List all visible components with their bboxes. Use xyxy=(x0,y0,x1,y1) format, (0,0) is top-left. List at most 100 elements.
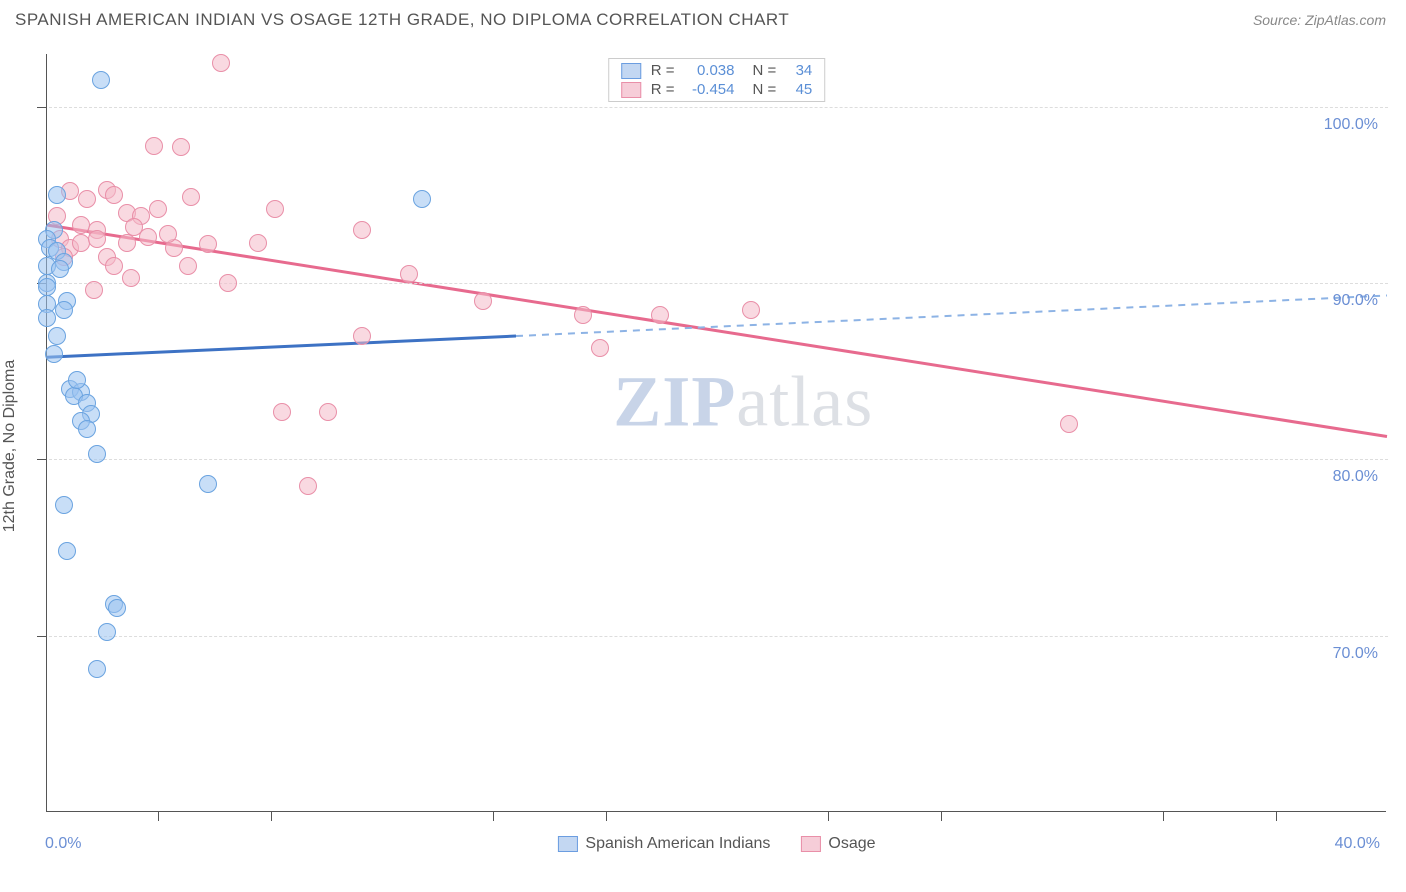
data-point-pink xyxy=(122,269,140,287)
x-tick xyxy=(1163,811,1164,821)
data-point-blue xyxy=(48,186,66,204)
y-tick-label: 100.0% xyxy=(1324,116,1378,134)
data-point-blue xyxy=(58,542,76,560)
data-point-pink xyxy=(105,257,123,275)
data-point-pink xyxy=(199,235,217,253)
data-point-pink xyxy=(159,225,177,243)
data-point-pink xyxy=(72,216,90,234)
data-point-pink xyxy=(85,281,103,299)
data-point-blue xyxy=(68,371,86,389)
data-point-pink xyxy=(182,188,200,206)
trend-lines-svg xyxy=(47,54,1387,812)
data-point-blue xyxy=(45,345,63,363)
r-value: -0.454 xyxy=(685,81,735,98)
x-tick xyxy=(828,811,829,821)
grid-line xyxy=(49,636,1388,637)
grid-line xyxy=(49,459,1388,460)
y-tick-label: 90.0% xyxy=(1333,292,1378,310)
y-tick xyxy=(37,107,47,108)
x-axis-start-label: 0.0% xyxy=(45,835,81,853)
data-point-pink xyxy=(400,265,418,283)
data-point-pink xyxy=(273,403,291,421)
legend-swatch xyxy=(557,836,577,852)
trend-line xyxy=(47,225,1387,437)
legend-swatch xyxy=(800,836,820,852)
x-axis-end-label: 40.0% xyxy=(1335,835,1380,853)
r-label: R = xyxy=(651,81,675,98)
x-tick xyxy=(941,811,942,821)
stats-legend: R = 0.038 N = 34 R = -0.454 N = 45 xyxy=(608,58,826,102)
data-point-blue xyxy=(55,496,73,514)
y-tick xyxy=(37,459,47,460)
data-point-blue xyxy=(413,190,431,208)
trend-line xyxy=(516,296,1387,337)
chart-title: SPANISH AMERICAN INDIAN VS OSAGE 12TH GR… xyxy=(15,10,789,30)
data-point-pink xyxy=(72,234,90,252)
x-tick xyxy=(606,811,607,821)
grid-line xyxy=(49,283,1388,284)
data-point-pink xyxy=(591,339,609,357)
data-point-blue xyxy=(38,309,56,327)
data-point-pink xyxy=(574,306,592,324)
data-point-pink xyxy=(353,327,371,345)
legend-swatch xyxy=(621,63,641,79)
n-label: N = xyxy=(753,62,777,79)
data-point-pink xyxy=(149,200,167,218)
x-tick xyxy=(271,811,272,821)
data-point-blue xyxy=(108,599,126,617)
stats-legend-row: R = -0.454 N = 45 xyxy=(609,80,825,99)
data-point-blue xyxy=(88,445,106,463)
n-value: 34 xyxy=(786,62,812,79)
data-point-blue xyxy=(51,260,69,278)
data-point-pink xyxy=(299,477,317,495)
x-tick xyxy=(158,811,159,821)
n-label: N = xyxy=(753,81,777,98)
r-value: 0.038 xyxy=(685,62,735,79)
legend-swatch xyxy=(621,82,641,98)
legend-item: Spanish American Indians xyxy=(557,835,770,853)
data-point-blue xyxy=(48,327,66,345)
plot-area: ZIPatlas R =0.038N =34R =-0.454N =45 Spa… xyxy=(46,54,1386,812)
r-label: R = xyxy=(651,62,675,79)
n-value: 45 xyxy=(786,81,812,98)
y-tick xyxy=(37,636,47,637)
data-point-pink xyxy=(474,292,492,310)
y-tick-label: 70.0% xyxy=(1333,645,1378,663)
legend-label: Osage xyxy=(828,835,875,853)
data-point-pink xyxy=(219,274,237,292)
trend-line xyxy=(47,336,516,357)
legend-label: Spanish American Indians xyxy=(585,835,770,853)
legend-item: Osage xyxy=(800,835,875,853)
y-tick-label: 80.0% xyxy=(1333,468,1378,486)
data-point-pink xyxy=(1060,415,1078,433)
data-point-pink xyxy=(172,138,190,156)
data-point-blue xyxy=(38,278,56,296)
data-point-pink xyxy=(266,200,284,218)
stats-legend-row: R = 0.038 N = 34 xyxy=(609,61,825,80)
data-point-pink xyxy=(88,230,106,248)
data-point-pink xyxy=(179,257,197,275)
data-point-pink xyxy=(742,301,760,319)
y-axis-title: 12th Grade, No Diploma xyxy=(1,360,19,533)
data-point-pink xyxy=(78,190,96,208)
data-point-blue xyxy=(98,623,116,641)
x-tick xyxy=(1276,811,1277,821)
data-point-pink xyxy=(105,186,123,204)
data-point-pink xyxy=(651,306,669,324)
data-point-pink xyxy=(118,234,136,252)
data-point-pink xyxy=(249,234,267,252)
data-point-blue xyxy=(199,475,217,493)
data-point-pink xyxy=(319,403,337,421)
grid-line xyxy=(49,107,1388,108)
data-point-blue xyxy=(78,420,96,438)
source-label: Source: ZipAtlas.com xyxy=(1253,12,1386,28)
data-point-blue xyxy=(55,301,73,319)
data-point-blue xyxy=(88,660,106,678)
data-point-blue xyxy=(92,71,110,89)
data-point-pink xyxy=(353,221,371,239)
x-tick xyxy=(493,811,494,821)
data-point-pink xyxy=(139,228,157,246)
data-point-pink xyxy=(212,54,230,72)
series-legend: Spanish American Indians Osage xyxy=(557,835,875,853)
data-point-pink xyxy=(145,137,163,155)
